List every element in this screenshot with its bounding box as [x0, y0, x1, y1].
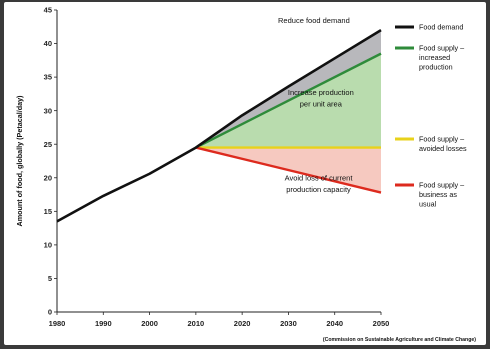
series-lines — [56, 29, 382, 223]
legend-label: usual — [419, 200, 437, 209]
y-tick-label: 35 — [44, 73, 52, 82]
y-tick-label: 45 — [44, 6, 52, 15]
source-note: (Commission on Sustainable Agriculture a… — [323, 337, 476, 343]
chart-card — [4, 2, 486, 345]
annotation-avoid-loss-of-current: Avoid loss of current — [285, 173, 354, 182]
y-tick-label: 40 — [44, 39, 52, 48]
legend-label: avoided losses — [419, 144, 467, 153]
series-line-food-supply-business-as-usual — [195, 146, 382, 194]
axes: 0 5 10 15 20 25 30 35 40 45 1980 1990 2000 2010 2020 20… — [44, 6, 390, 328]
y-tick-label: 20 — [44, 173, 52, 182]
y-tick-label: 5 — [48, 274, 52, 283]
legend-label: increased — [419, 53, 450, 62]
legend-label: business as — [419, 190, 457, 199]
series-line-food-supply-increased-production — [195, 52, 382, 149]
y-tick-label: 15 — [44, 207, 52, 216]
x-tick-label: 2010 — [188, 319, 205, 328]
series-line-food-demand — [56, 29, 382, 223]
y-tick-label: 0 — [48, 308, 52, 317]
y-axis-label: Amount of food, globally (Petacal/day) — [15, 95, 24, 227]
legend-label: Food demand — [419, 23, 463, 32]
x-tick-label: 2030 — [280, 319, 297, 328]
legend-label: production — [419, 63, 453, 72]
legend-label: Food supply – — [419, 181, 464, 190]
x-tick-label: 2000 — [141, 319, 158, 328]
annotations: Reduce food demand Increase production per… — [278, 16, 354, 194]
x-tick-label: 2040 — [326, 319, 343, 328]
legend-item-1: Food demand — [395, 23, 463, 32]
legend-label: Food supply – — [419, 44, 464, 53]
x-tick-label: 1990 — [95, 319, 112, 328]
annotation-increase-production: Increase production — [288, 88, 354, 97]
x-tick-label: 2050 — [373, 319, 390, 328]
legend-item-3: Food supply –avoided losses — [395, 135, 467, 153]
shaded-areas — [195, 30, 381, 193]
legend-label: Food supply – — [419, 135, 464, 144]
annotation-production-capacity: production capacity — [286, 185, 351, 194]
y-tick-label: 10 — [44, 240, 52, 249]
x-tick-label: 1980 — [49, 319, 66, 328]
annotation-reduce-food-demand: Reduce food demand — [278, 16, 350, 25]
y-tick-label: 30 — [44, 106, 52, 115]
x-tick-label: 2020 — [234, 319, 251, 328]
y-tick-label: 25 — [44, 140, 52, 149]
annotation-per-unit-area: per unit area — [300, 100, 343, 109]
